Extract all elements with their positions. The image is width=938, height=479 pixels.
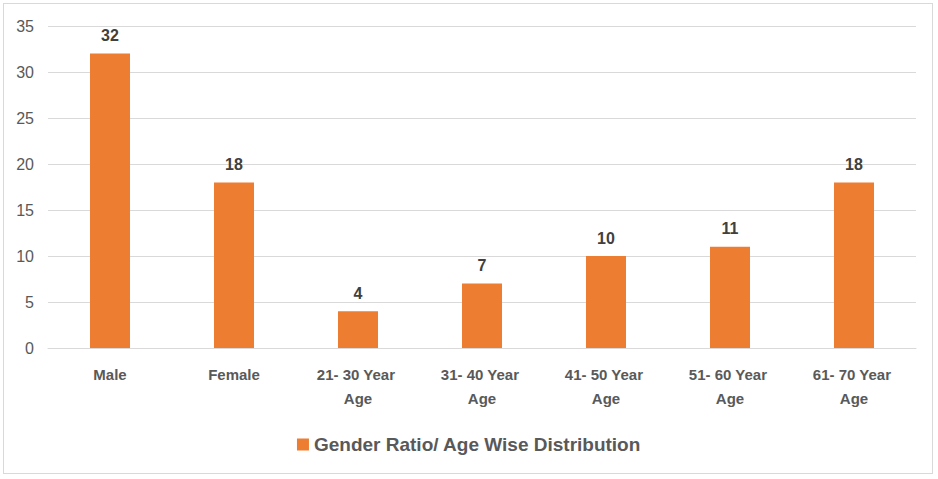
svg-text:4: 4 — [354, 285, 363, 302]
svg-text:51- 60 Year: 51- 60 Year — [689, 366, 771, 383]
svg-text:Female: Female — [208, 366, 260, 383]
svg-text:Gender Ratio/ Age Wise Distrib: Gender Ratio/ Age Wise Distribution — [314, 434, 640, 455]
svg-text:Age: Age — [840, 390, 868, 407]
svg-text:61- 70 Year: 61- 70 Year — [813, 366, 895, 383]
svg-text:Age: Age — [716, 390, 744, 407]
svg-text:10: 10 — [16, 248, 34, 265]
svg-text:11: 11 — [722, 220, 739, 237]
svg-text:35: 35 — [16, 18, 34, 35]
svg-text:31- 40 Year: 31- 40 Year — [441, 366, 523, 383]
svg-text:18: 18 — [845, 156, 863, 173]
svg-text:10: 10 — [597, 230, 615, 247]
svg-text:15: 15 — [16, 202, 34, 219]
svg-text:Male: Male — [93, 366, 126, 383]
svg-text:32: 32 — [101, 27, 119, 44]
svg-text:Age: Age — [468, 390, 496, 407]
svg-text:5: 5 — [25, 294, 34, 311]
svg-text:25: 25 — [16, 110, 34, 127]
svg-text:18: 18 — [225, 156, 243, 173]
svg-text:41- 50 Year: 41- 50 Year — [565, 366, 647, 383]
svg-text:0: 0 — [25, 340, 34, 357]
svg-text:21- 30 Year: 21- 30 Year — [317, 366, 399, 383]
svg-text:20: 20 — [16, 156, 34, 173]
svg-text:Age: Age — [344, 390, 372, 407]
svg-text:Age: Age — [592, 390, 620, 407]
svg-text:30: 30 — [16, 64, 34, 81]
svg-text:7: 7 — [478, 257, 487, 274]
